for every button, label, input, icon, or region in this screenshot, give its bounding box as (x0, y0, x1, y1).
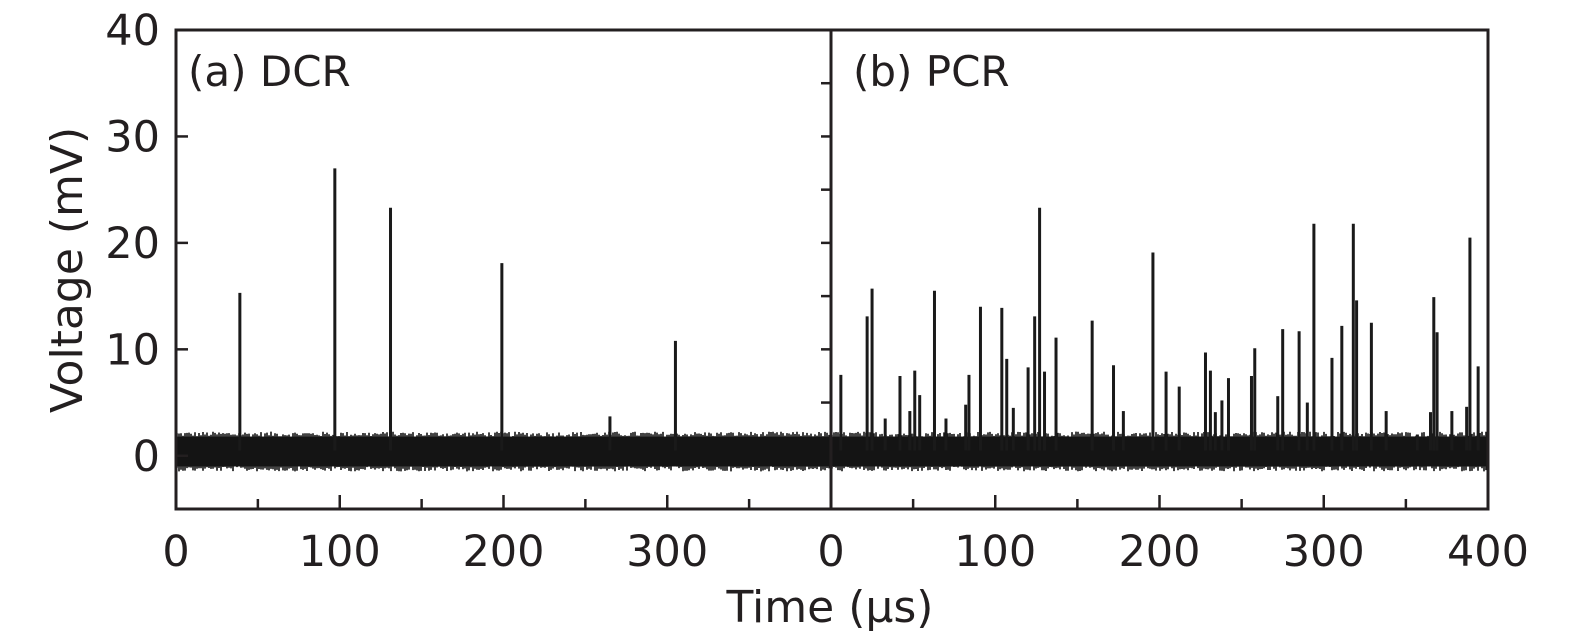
panel-b: (b) PCR (831, 47, 1487, 472)
axes-layer: 0 100 200 300 0 100 200 300 400 0 10 20 30 40 (105, 6, 1529, 577)
x-tick-label-b-200: 200 (1118, 527, 1200, 577)
y-tick-label-30: 30 (105, 112, 160, 162)
panels-layer: (a) DCR (b) PCR (176, 47, 1487, 472)
panel-a: (a) DCR (176, 47, 830, 472)
panel-label-a: (a) DCR (188, 47, 351, 96)
x-tick-label-a-300: 300 (626, 527, 708, 577)
x-tick-label-a-0: 0 (162, 527, 189, 577)
x-tick-label-a-100: 100 (299, 527, 381, 577)
x-axis-title: Time (μs) (726, 582, 934, 633)
x-tick-label-b-400: 400 (1447, 527, 1529, 577)
x-tick-label-b-100: 100 (954, 527, 1036, 577)
y-tick-label-20: 20 (105, 219, 160, 269)
x-tick-label-b-0: 0 (817, 527, 844, 577)
y-tick-label-40: 40 (105, 6, 160, 56)
y-axis-title: Voltage (mV) (42, 127, 93, 413)
x-tick-label-a-200: 200 (462, 527, 544, 577)
y-tick-label-0: 0 (133, 432, 160, 482)
y-tick-label-10: 10 (105, 325, 160, 375)
x-tick-label-b-300: 300 (1283, 527, 1365, 577)
panel-label-b: (b) PCR (853, 47, 1010, 96)
